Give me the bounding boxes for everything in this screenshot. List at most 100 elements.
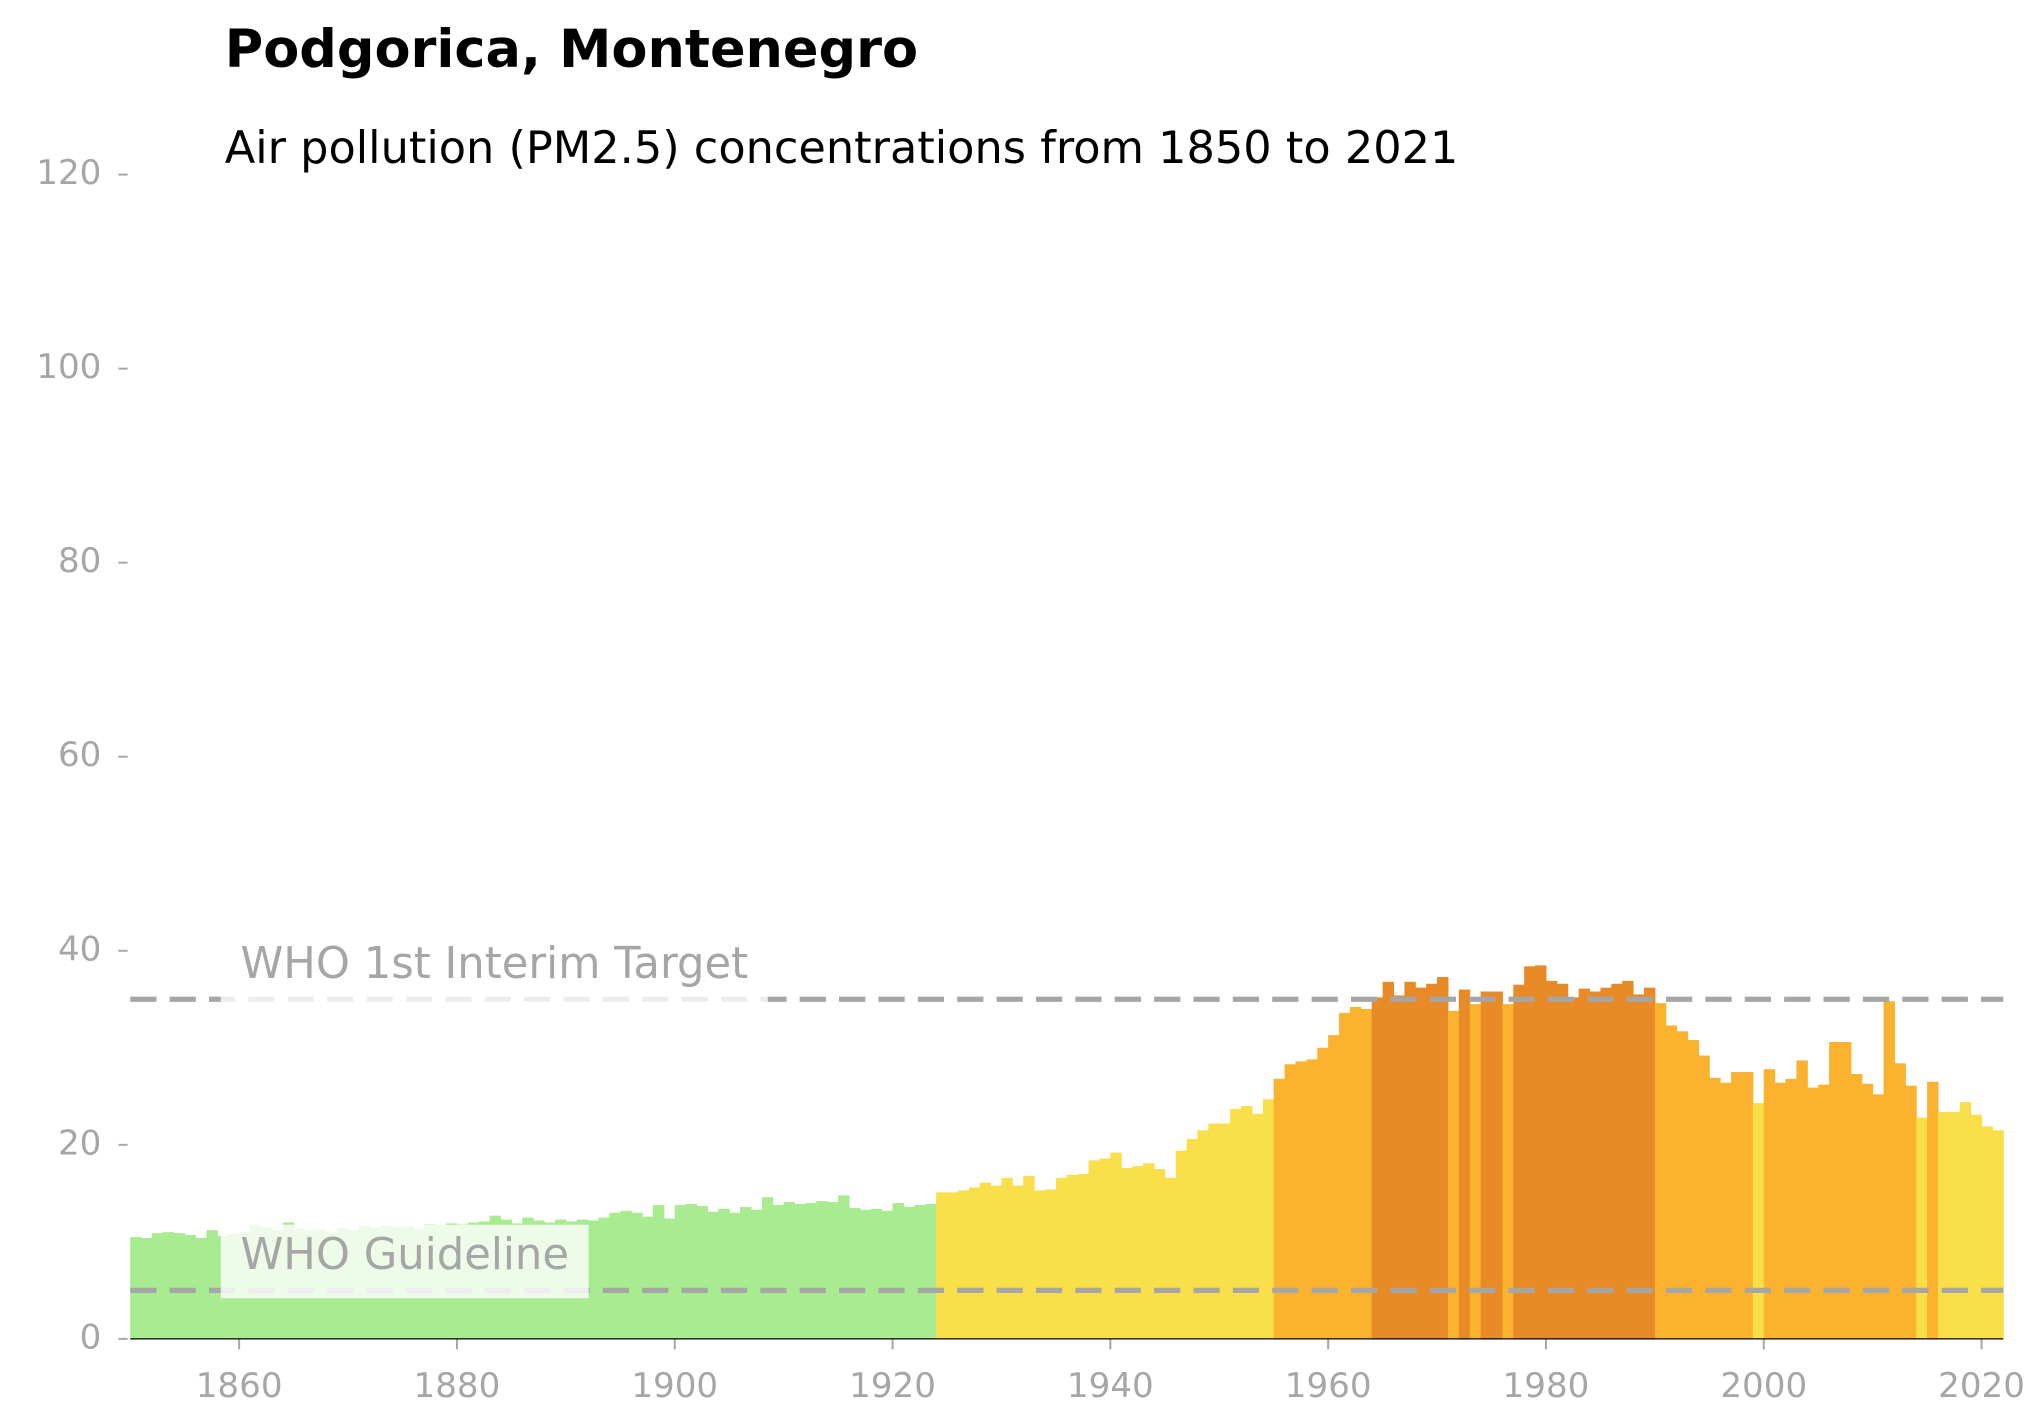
bar [1709,1077,1721,1339]
bar [1426,983,1438,1339]
bar [936,1192,948,1339]
bar [1752,1103,1765,1339]
bar [783,1202,796,1339]
bar [1905,1085,1917,1339]
bar [195,1237,207,1339]
bar [1491,991,1503,1339]
bar [642,1216,654,1339]
bar [1731,1072,1743,1339]
bar [892,1203,904,1339]
bar [1045,1189,1057,1339]
bar [1295,1061,1307,1339]
plot-area: 0 20 40 60 80 100 120 1860 1880 1900 1920 1940 1960 1… [36,153,2025,1406]
bar [663,1218,676,1339]
y-tick-label: 100 [36,347,101,387]
bar [1981,1126,1993,1339]
reference-label: WHO 1st Interim Target [240,939,748,989]
x-tick-label: 1860 [196,1366,283,1406]
bar [979,1182,992,1339]
bar [718,1208,730,1339]
bar [1393,995,1405,1339]
bar [968,1187,981,1339]
y-tick-label: 40 [58,929,101,969]
bar [848,1207,861,1339]
bar [620,1210,632,1339]
bar [1371,997,1384,1339]
bar [914,1204,926,1339]
bar [707,1211,719,1339]
bar [1850,1073,1863,1339]
bar [925,1204,937,1339]
bar [1502,1004,1514,1339]
bar [1807,1087,1819,1339]
bar [1055,1177,1068,1339]
bar [1175,1150,1188,1339]
bar [1883,1001,1895,1339]
bar [173,1233,186,1339]
bar [1328,1035,1340,1339]
bar [631,1212,643,1339]
bar [1143,1163,1155,1339]
bar [1110,1152,1122,1339]
bar [674,1204,687,1339]
bar [1458,989,1471,1339]
bar [1241,1106,1253,1339]
bar [805,1203,817,1339]
bar [1611,983,1623,1339]
x-tick-label: 1900 [631,1366,718,1406]
bar [1262,1099,1275,1339]
bar [1469,1004,1482,1339]
bar [587,1220,600,1339]
bar [1513,984,1525,1339]
bar [1600,987,1612,1339]
bar [1927,1081,1939,1339]
bar [1001,1177,1013,1339]
bar [1970,1114,1983,1339]
bar [1545,980,1558,1339]
bar [1317,1047,1329,1339]
bar [772,1204,785,1339]
bar [1535,965,1547,1339]
bar [827,1202,839,1339]
y-tick-label: 20 [58,1123,101,1163]
bar [1654,1003,1667,1339]
bar [1818,1084,1830,1339]
bar [1382,981,1395,1339]
bar [685,1204,698,1339]
bar [1861,1083,1874,1339]
bar [1524,966,1536,1339]
bar [729,1212,741,1339]
bar [1219,1123,1231,1339]
bar [946,1192,959,1339]
bar [1937,1111,1950,1339]
bar [1121,1168,1133,1339]
bar [1774,1082,1787,1339]
bar [1633,994,1645,1339]
bar [598,1217,610,1339]
bar [184,1235,197,1339]
bar [794,1204,806,1339]
x-tick-label: 2020 [1938,1366,2025,1406]
reference-label-bg [220,933,768,1008]
y-tick-label: 120 [36,153,101,193]
bar [957,1190,970,1339]
bar [1034,1190,1046,1339]
bar [1088,1160,1100,1339]
y-tick-label: 80 [58,541,101,581]
bar [1796,1060,1808,1339]
chart-title: Podgorica, Montenegro [225,19,918,80]
bar [1132,1166,1144,1339]
bar [1284,1064,1297,1339]
bar [1415,987,1427,1339]
x-tick-label: 1940 [1067,1366,1154,1406]
bar [1099,1158,1111,1339]
bar [838,1195,850,1339]
bar [1643,987,1656,1339]
bar [1785,1078,1797,1339]
x-tick-label: 2000 [1720,1366,1807,1406]
bar [1698,1055,1710,1339]
bar [1829,1041,1841,1339]
x-tick-label: 1960 [1285,1366,1372,1406]
bar [1763,1069,1776,1339]
